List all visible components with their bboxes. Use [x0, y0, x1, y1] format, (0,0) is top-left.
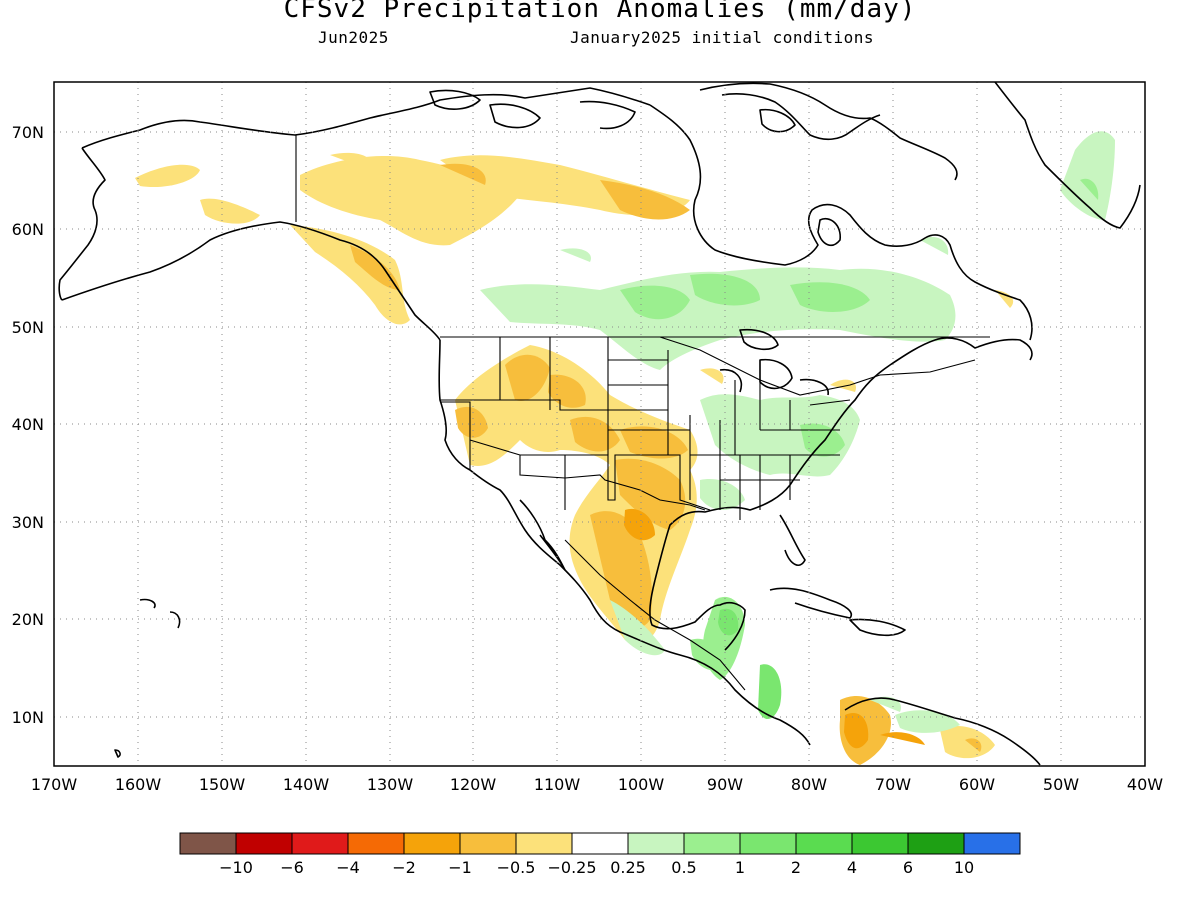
lon-label: 170W [31, 775, 78, 794]
longitude-labels: 170W 160W 150W 140W 130W 120W 110W 100W … [31, 775, 1163, 794]
colorbar-tick-label: 1 [735, 858, 745, 877]
initial-conditions-label: January2025 initial conditions [570, 28, 874, 47]
colorbar-swatch [907, 832, 965, 855]
colorbar-tick-label: 0.5 [671, 858, 696, 877]
colorbar-swatch [235, 832, 293, 855]
colorbar-tick-label: −0.25 [547, 858, 596, 877]
lon-label: 160W [115, 775, 162, 794]
lon-label: 40W [1127, 775, 1163, 794]
lon-label: 110W [534, 775, 581, 794]
forecast-month: Jun2025 [318, 28, 389, 47]
lon-label: 60W [959, 775, 995, 794]
colorbar-tick-label: −1 [448, 858, 472, 877]
lat-label: 20N [12, 610, 44, 629]
colorbar-tick-label: 10 [954, 858, 974, 877]
lat-label: 70N [12, 123, 44, 142]
lon-label: 140W [283, 775, 330, 794]
colorbar-swatch [683, 832, 741, 855]
colorbar-swatch [291, 832, 349, 855]
map-title: CFSv2 Precipitation Anomalies (mm/day) [283, 0, 917, 24]
graticule [54, 82, 1145, 766]
map-area [54, 82, 1145, 766]
lon-label: 50W [1043, 775, 1079, 794]
political-borders [295, 135, 990, 691]
colorbar-swatch [963, 832, 1021, 855]
colorbar-swatch [571, 832, 629, 855]
colorbar-swatch [459, 832, 517, 855]
colorbar-swatch [627, 832, 685, 855]
colorbar-swatch [403, 832, 461, 855]
lon-label: 70W [875, 775, 911, 794]
colorbar-tick-label: 2 [791, 858, 801, 877]
lat-label: 60N [12, 220, 44, 239]
lat-label: 50N [12, 318, 44, 337]
colorbar-swatch [739, 832, 797, 855]
colorbar-swatch [795, 832, 853, 855]
colorbar-swatch [347, 832, 405, 855]
colorbar-tick-label: 4 [847, 858, 857, 877]
colorbar-tick-label: 6 [903, 858, 913, 877]
colorbar-swatch [851, 832, 909, 855]
map-frame [53, 81, 1146, 767]
colorbar-swatch [515, 832, 573, 855]
colorbar-labels: −10 −6 −4 −2 −1 −0.5 −0.25 0.25 0.5 1 2 … [219, 858, 974, 877]
colorbar-tick-label: −6 [280, 858, 304, 877]
colorbar-tick-label: −0.5 [497, 858, 536, 877]
colorbar-tick-label: −4 [336, 858, 360, 877]
colorbar-swatch [179, 832, 237, 855]
lon-label: 120W [450, 775, 497, 794]
lon-label: 130W [367, 775, 414, 794]
lon-label: 80W [791, 775, 827, 794]
colorbar-tick-label: −10 [219, 858, 253, 877]
lon-label: 90W [707, 775, 743, 794]
colorbar-legend [179, 832, 1021, 855]
lat-label: 10N [12, 708, 44, 727]
lat-label: 40N [12, 415, 44, 434]
colorbar-tick-label: −2 [392, 858, 416, 877]
latitude-labels: 10N 20N 30N 40N 50N 60N 70N [12, 123, 44, 727]
lat-label: 30N [12, 513, 44, 532]
lon-label: 100W [618, 775, 665, 794]
coastlines [58, 82, 1141, 766]
colorbar-tick-label: 0.25 [610, 858, 646, 877]
lon-label: 150W [199, 775, 246, 794]
